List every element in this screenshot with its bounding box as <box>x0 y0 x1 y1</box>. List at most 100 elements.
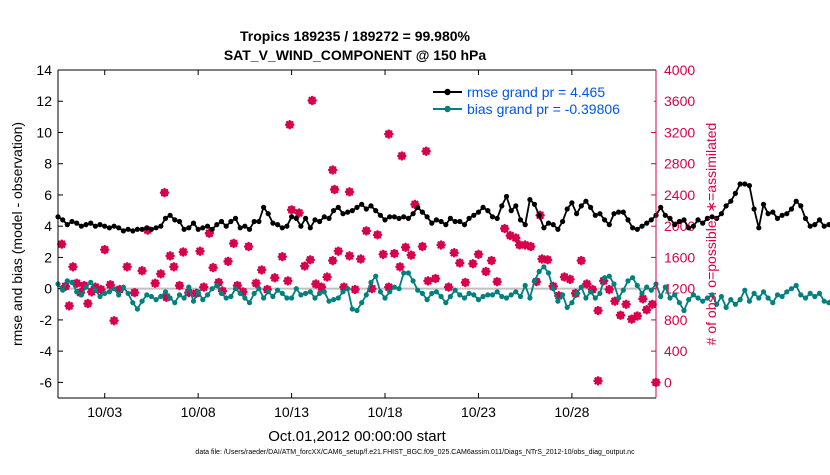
rmse-series-marker <box>382 217 388 223</box>
bias-series-marker <box>756 295 762 301</box>
bias-series-marker <box>545 270 552 276</box>
rmse-series-marker <box>401 214 407 220</box>
obs-assimilated-marker <box>400 242 411 252</box>
obs-assimilated-marker <box>559 272 570 282</box>
bias-series-marker <box>807 290 813 296</box>
bias-series-marker <box>167 295 173 301</box>
rmse-series-marker <box>499 203 505 209</box>
bias-series-marker <box>246 300 253 306</box>
bias-series-marker <box>447 293 453 300</box>
rmse-series-marker <box>223 223 229 229</box>
y-axis-left-label: rmse and bias (model - observation) <box>9 122 25 346</box>
bias-series-marker <box>144 292 150 298</box>
rmse-series-marker <box>181 226 187 232</box>
rmse-series-marker <box>317 218 323 225</box>
bias-series-marker <box>60 287 66 293</box>
obs-assimilated-marker <box>178 247 188 257</box>
obs-assimilated-marker <box>460 277 471 288</box>
bias-series-marker <box>69 279 75 285</box>
rmse-series-marker <box>289 214 295 220</box>
bias-series-marker <box>204 292 211 298</box>
bias-series-marker <box>616 295 622 301</box>
rmse-series-marker <box>303 215 309 221</box>
x-tick-label: 10/28 <box>554 404 589 420</box>
bias-series-marker <box>639 290 645 296</box>
rmse-series-marker <box>630 225 636 231</box>
bias-series-marker <box>779 293 785 300</box>
rmse-series-marker <box>569 200 575 206</box>
bias-series-marker <box>714 301 720 307</box>
bias-series-marker <box>461 295 468 301</box>
rmse-series-marker <box>88 220 94 226</box>
y-right-tick-label: 3200 <box>664 124 695 140</box>
rmse-series-marker <box>574 211 580 217</box>
bias-series-marker <box>200 297 206 303</box>
rmse-series-marker <box>513 203 519 209</box>
bias-series-marker <box>359 300 365 306</box>
bias-series-marker <box>410 278 416 284</box>
obs-assimilated-marker <box>367 283 377 294</box>
bias-series-marker <box>746 298 753 304</box>
bias-series-marker <box>317 290 323 296</box>
bias-series-marker <box>737 297 743 303</box>
y-left-tick-label: 8 <box>44 156 52 172</box>
bias-series-marker <box>774 292 781 298</box>
obs-assimilated-marker <box>344 187 355 197</box>
bias-series-marker <box>676 300 683 306</box>
rmse-series-marker <box>293 215 299 221</box>
obs-assimilated-marker <box>499 223 510 234</box>
bias-series-marker <box>625 278 631 284</box>
bias-series-marker <box>331 297 337 303</box>
rmse-series-marker <box>144 225 150 231</box>
obs-assimilated-marker <box>615 310 626 320</box>
bias-series-marker <box>681 307 687 314</box>
obs-assimilated-marker <box>286 205 297 215</box>
rmse-series-marker <box>480 204 486 210</box>
bias-series-marker <box>275 287 281 293</box>
obs-assimilated-marker <box>96 284 106 295</box>
rmse-series-marker <box>746 183 753 189</box>
bias-series-marker <box>429 290 435 296</box>
rmse-series-marker <box>812 222 818 228</box>
chart-title: Tropics 189235 / 189272 = 99.980% <box>240 28 471 44</box>
rmse-series-marker <box>134 226 140 232</box>
obs-assimilated-marker <box>468 258 478 269</box>
rmse-series-marker <box>321 214 327 220</box>
rmse-series-marker <box>686 225 692 231</box>
x-tick-label: 10/13 <box>274 404 309 420</box>
bias-series-marker <box>438 293 444 300</box>
obs-assimilated-marker <box>204 228 215 238</box>
bias-series-marker <box>597 290 603 296</box>
bias-series-marker <box>630 275 636 281</box>
y-left-tick-label: 12 <box>36 93 52 109</box>
rmse-series-marker <box>821 223 827 229</box>
bias-series-marker <box>574 290 580 296</box>
obs-assimilated-marker <box>481 266 491 277</box>
rmse-series-marker <box>200 225 206 231</box>
bias-series-marker <box>265 289 271 295</box>
rmse-series-marker <box>826 222 830 228</box>
obs-assimilated-marker <box>71 278 82 288</box>
rmse-series-marker <box>354 204 360 210</box>
rmse-series-marker <box>242 223 248 229</box>
bias-series-marker <box>312 295 318 301</box>
rmse-series-marker <box>148 226 154 232</box>
y-left-tick-label: -2 <box>40 312 53 328</box>
x-tick-label: 10/03 <box>87 404 122 420</box>
bias-series-marker <box>602 275 608 281</box>
plot-area: -6-4-20246810121404008001200160020002400… <box>36 62 830 420</box>
bias-series-marker <box>125 290 131 296</box>
bias-series-marker <box>88 279 94 285</box>
bias-series-marker <box>303 290 309 296</box>
obs-assimilated-marker <box>397 151 407 161</box>
obs-assimilated-marker <box>114 284 125 295</box>
bias-series-marker <box>148 293 154 300</box>
obs-assimilated-marker <box>256 265 267 275</box>
obs-assimilated-marker <box>632 311 643 321</box>
bias-series-marker <box>592 295 598 301</box>
rmse-series-marker <box>214 222 220 228</box>
obs-assimilated-marker <box>83 298 93 309</box>
bias-series-marker <box>555 298 561 304</box>
obs-assimilated-marker <box>492 276 502 287</box>
